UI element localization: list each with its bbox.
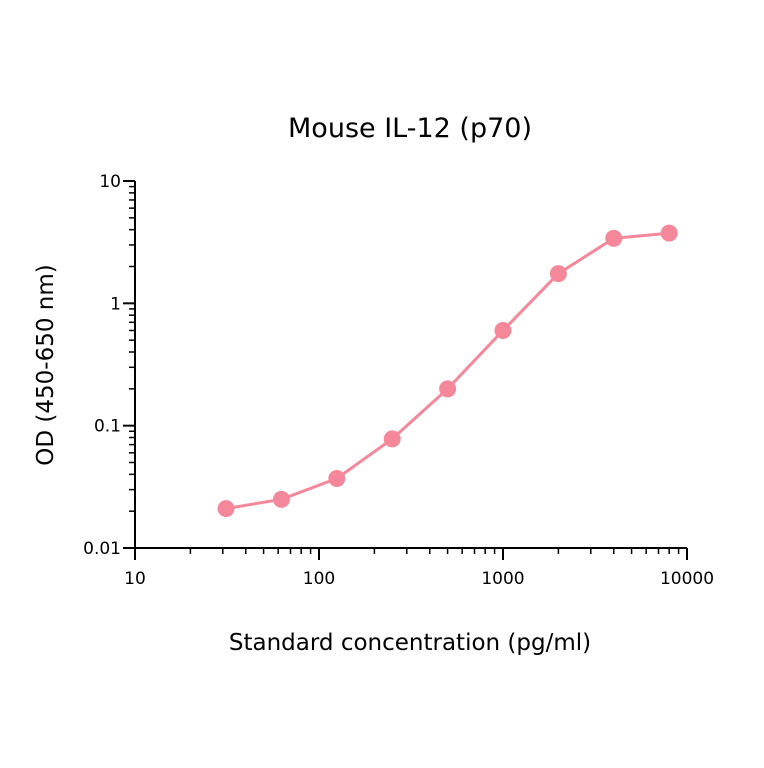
x-axis-label: Standard concentration (pg/ml) [229, 630, 591, 656]
data-point [439, 380, 457, 398]
y-tick-label: 10 [99, 172, 121, 192]
x-tick-label: 10 [124, 569, 146, 589]
data-point [549, 265, 567, 283]
chart-title: Mouse IL-12 (p70) [288, 113, 532, 144]
data-point [217, 500, 235, 518]
data-point [660, 224, 678, 242]
data-point [272, 490, 290, 508]
x-tick-label: 10000 [660, 569, 714, 589]
x-tick-label: 1000 [481, 569, 524, 589]
x-tick-label: 100 [303, 569, 335, 589]
y-tick-label: 0.1 [94, 417, 121, 437]
data-point [605, 229, 623, 247]
y-tick-label: 0.01 [83, 539, 121, 559]
data-point [494, 321, 512, 339]
y-tick-label: 1 [110, 294, 121, 314]
y-axis-label: OD (450-650 nm) [33, 264, 59, 465]
axes: 10 100 1000 10000 0.01 0.1 1 10 [83, 172, 714, 589]
series-line [225, 231, 670, 511]
series-layer [217, 224, 678, 518]
data-point [383, 430, 401, 448]
data-point [328, 469, 346, 487]
